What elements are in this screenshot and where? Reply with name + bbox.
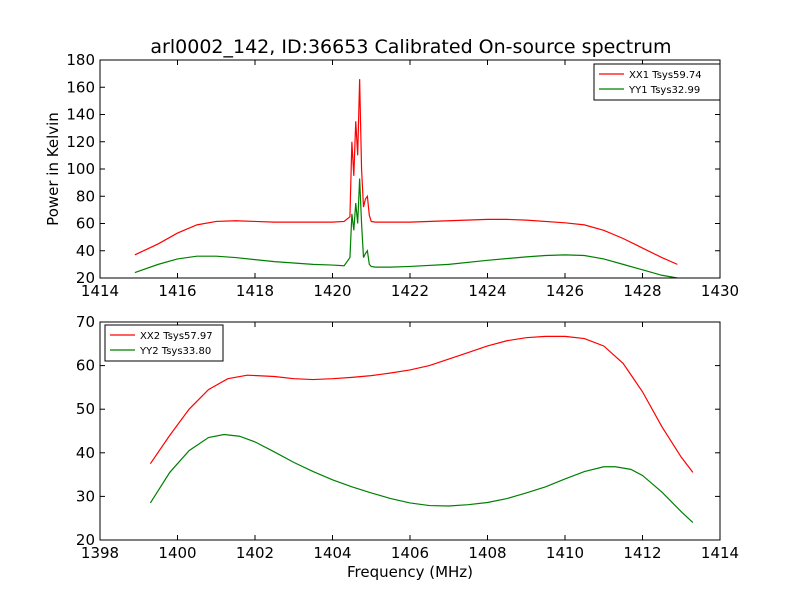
legend: XX2 Tsys57.97 YY2 Tsys33.80: [104, 324, 224, 362]
legend: XX1 Tsys59.74 YY1 Tsys32.99: [593, 63, 721, 101]
x-tick-label: 1408: [468, 544, 506, 562]
x-tick-label: 1422: [391, 282, 429, 300]
chart-title: arl0002_142, ID:36653 Calibrated On-sour…: [150, 36, 671, 58]
x-tick-label: 1418: [236, 282, 274, 300]
x-tick-label: 1426: [546, 282, 584, 300]
y-axis-label: Power in Kelvin: [44, 112, 62, 226]
y-tick-label: 30: [76, 487, 95, 505]
x-tick-label: 1420: [313, 282, 351, 300]
x-tick-label: 1414: [81, 282, 119, 300]
x-tick-label: 1428: [623, 282, 661, 300]
x-tick-label: 1424: [468, 282, 506, 300]
y-tick-label: 20: [76, 531, 95, 549]
legend-box: [593, 63, 721, 101]
x-tick-label: 1430: [701, 282, 739, 300]
y-tick-label: 70: [76, 313, 95, 331]
x-tick-label: 1410: [546, 544, 584, 562]
y-tick-label: 60: [76, 215, 95, 233]
y-tick-label: 160: [66, 78, 95, 96]
y-tick-label: 100: [66, 160, 95, 178]
chart-bottom: 1398 1400 1402 1404 1406 1408 1410 1412 1414 20 30…: [76, 313, 739, 581]
x-tick-label: 1402: [236, 544, 274, 562]
series-line-2: [149, 433, 694, 523]
y-tick-label: 20: [76, 269, 95, 287]
x-axis-label: Frequency (MHz): [347, 563, 473, 581]
legend-entry: XX2 Tsys57.97: [140, 331, 213, 342]
y-tick-label: 180: [66, 51, 95, 69]
x-tick-label: 1414: [701, 544, 739, 562]
y-tick-label: 60: [76, 357, 95, 375]
y-tick-label: 40: [76, 242, 95, 260]
y-tick-label: 80: [76, 187, 95, 205]
x-tick-label: 1400: [158, 544, 196, 562]
y-tick-label: 50: [76, 400, 95, 418]
legend-box: [104, 324, 224, 362]
legend-entry: YY1 Tsys32.99: [628, 85, 700, 96]
y-tick-label: 140: [66, 106, 95, 124]
x-tick-label: 1416: [158, 282, 196, 300]
x-tick-label: 1398: [81, 544, 119, 562]
legend-entry: YY2 Tsys33.80: [139, 346, 211, 357]
series-line-1: [134, 79, 678, 265]
y-tick-label: 40: [76, 444, 95, 462]
series-line-2: [134, 178, 678, 278]
x-tick-label: 1404: [313, 544, 351, 562]
legend-entry: XX1 Tsys59.74: [629, 70, 702, 81]
x-tick-label: 1406: [391, 544, 429, 562]
series-line-1: [149, 335, 694, 473]
chart-top: 1414 1416 1418 1420 1422 1424 1426 1428 1430 20 40…: [44, 36, 739, 300]
x-tick-label: 1412: [623, 544, 661, 562]
y-tick-label: 120: [66, 133, 95, 151]
